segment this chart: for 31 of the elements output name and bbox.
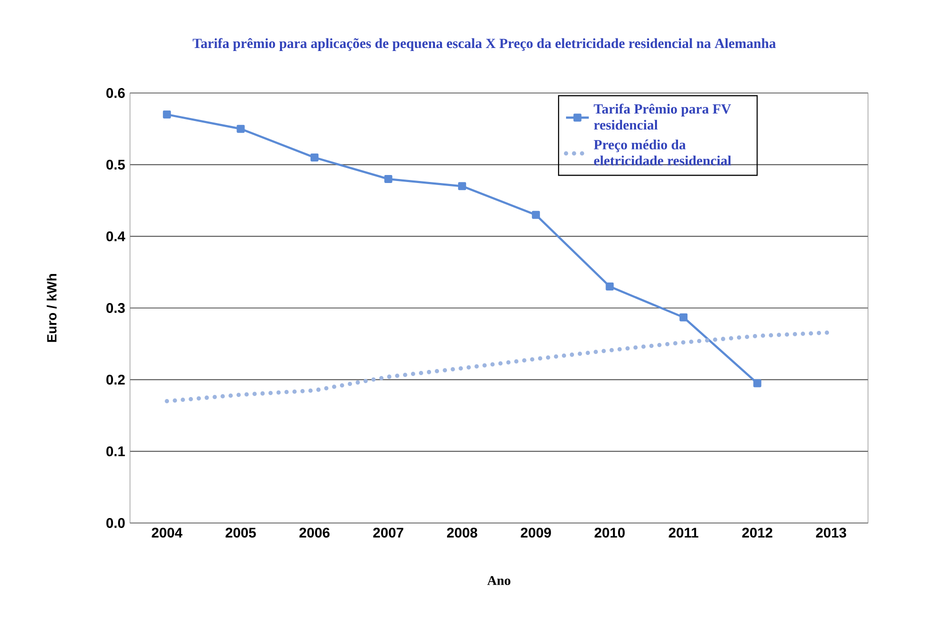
chart-title: Tarifa prêmio para aplicações de pequena escala X Preço da eletricidade residencial na Alemanha: [192, 38, 776, 51]
point: [606, 282, 614, 291]
x-tick-label: 2008: [447, 528, 478, 538]
y-tick-label: 0.1: [106, 446, 125, 456]
y-tick-label: 0.4: [106, 231, 126, 242]
y-tick-label: 0.5: [106, 160, 125, 170]
legend-label: Tarifa Prêmio para FV residencial: [594, 104, 731, 130]
x-tick-label: 2012: [742, 528, 772, 538]
x-tick-label: 2005: [226, 528, 256, 538]
x-tick-label: 2011: [668, 528, 698, 538]
point: [162, 110, 171, 119]
x-axis-title: Ano: [487, 576, 510, 586]
point: [753, 379, 762, 388]
y-axis-title: Euro / kWh: [46, 274, 57, 342]
x-tick-label: 2004: [152, 528, 182, 538]
y-tick-label: 0.3: [106, 303, 125, 313]
point: [384, 175, 392, 184]
point: [236, 124, 245, 133]
legend-label: Preço médio da eletricidade residencial: [594, 140, 732, 166]
x-tick-label: 2013: [816, 528, 846, 538]
y-tick-label: 0.0: [106, 518, 125, 528]
x-tick-label: 2006: [299, 528, 330, 538]
y-tick-label: 0.6: [106, 88, 125, 98]
x-tick-label: 2009: [520, 528, 551, 538]
point: [532, 210, 540, 219]
point: [310, 153, 319, 162]
x-tick-label: 2010: [594, 528, 625, 538]
point: [458, 182, 466, 190]
point: [680, 313, 688, 322]
x-tick-label: 2007: [373, 528, 404, 538]
y-tick-label: 0.2: [106, 374, 125, 385]
